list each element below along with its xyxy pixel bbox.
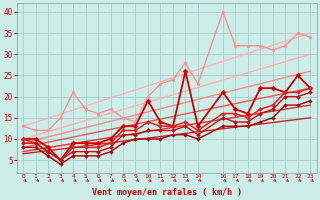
X-axis label: Vent moyen/en rafales ( km/h ): Vent moyen/en rafales ( km/h ) [92, 188, 242, 197]
